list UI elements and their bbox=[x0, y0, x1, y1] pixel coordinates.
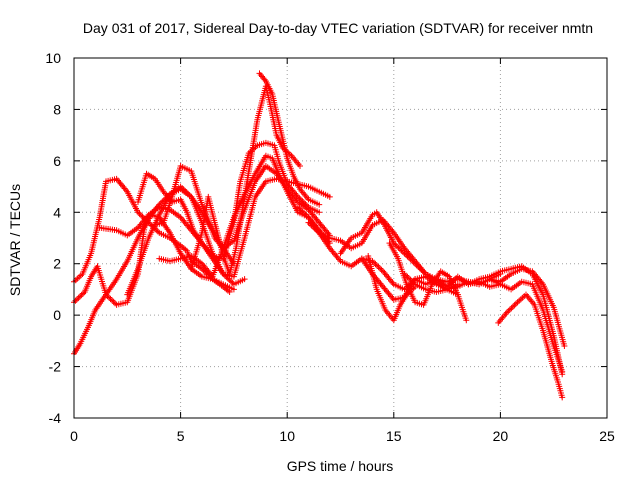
data-point bbox=[241, 276, 248, 283]
chart-title: Day 031 of 2017, Sidereal Day-to-day VTE… bbox=[83, 20, 593, 36]
x-tick-label: 5 bbox=[177, 428, 185, 444]
grid-lines bbox=[74, 58, 607, 418]
data-point bbox=[559, 368, 566, 375]
y-tick-label: -2 bbox=[49, 359, 62, 375]
data-point bbox=[559, 394, 566, 401]
data-point bbox=[326, 193, 333, 200]
x-tick-label: 25 bbox=[599, 428, 615, 444]
x-tick-label: 10 bbox=[279, 428, 295, 444]
y-axis-label: SDTVAR / TECUs bbox=[7, 184, 23, 296]
y-tick-label: 8 bbox=[53, 101, 61, 117]
data-point bbox=[230, 286, 237, 293]
data-point bbox=[316, 201, 323, 208]
series-trace-arc-13 bbox=[339, 211, 502, 286]
y-tick-label: 6 bbox=[53, 153, 61, 169]
x-tick-label: 0 bbox=[70, 428, 78, 444]
data-point bbox=[297, 163, 303, 169]
data-point bbox=[463, 317, 470, 324]
y-tick-label: 4 bbox=[53, 204, 61, 220]
axis-ticks: 0 5 10 15 20 25 -4 -2 0 2 4 6 8 10 bbox=[45, 50, 615, 444]
x-tick-label: 20 bbox=[493, 428, 509, 444]
data-point bbox=[561, 343, 568, 349]
data-series bbox=[71, 70, 568, 401]
x-tick-label: 15 bbox=[386, 428, 402, 444]
x-axis-label: GPS time / hours bbox=[287, 458, 394, 474]
y-tick-label: -4 bbox=[49, 410, 62, 426]
y-tick-label: 10 bbox=[45, 50, 61, 66]
plot-frame bbox=[73, 57, 608, 419]
series-line-arc-13 bbox=[339, 211, 502, 286]
y-tick-label: 0 bbox=[53, 307, 61, 323]
y-tick-label: 2 bbox=[53, 256, 61, 272]
data-point bbox=[316, 209, 323, 216]
